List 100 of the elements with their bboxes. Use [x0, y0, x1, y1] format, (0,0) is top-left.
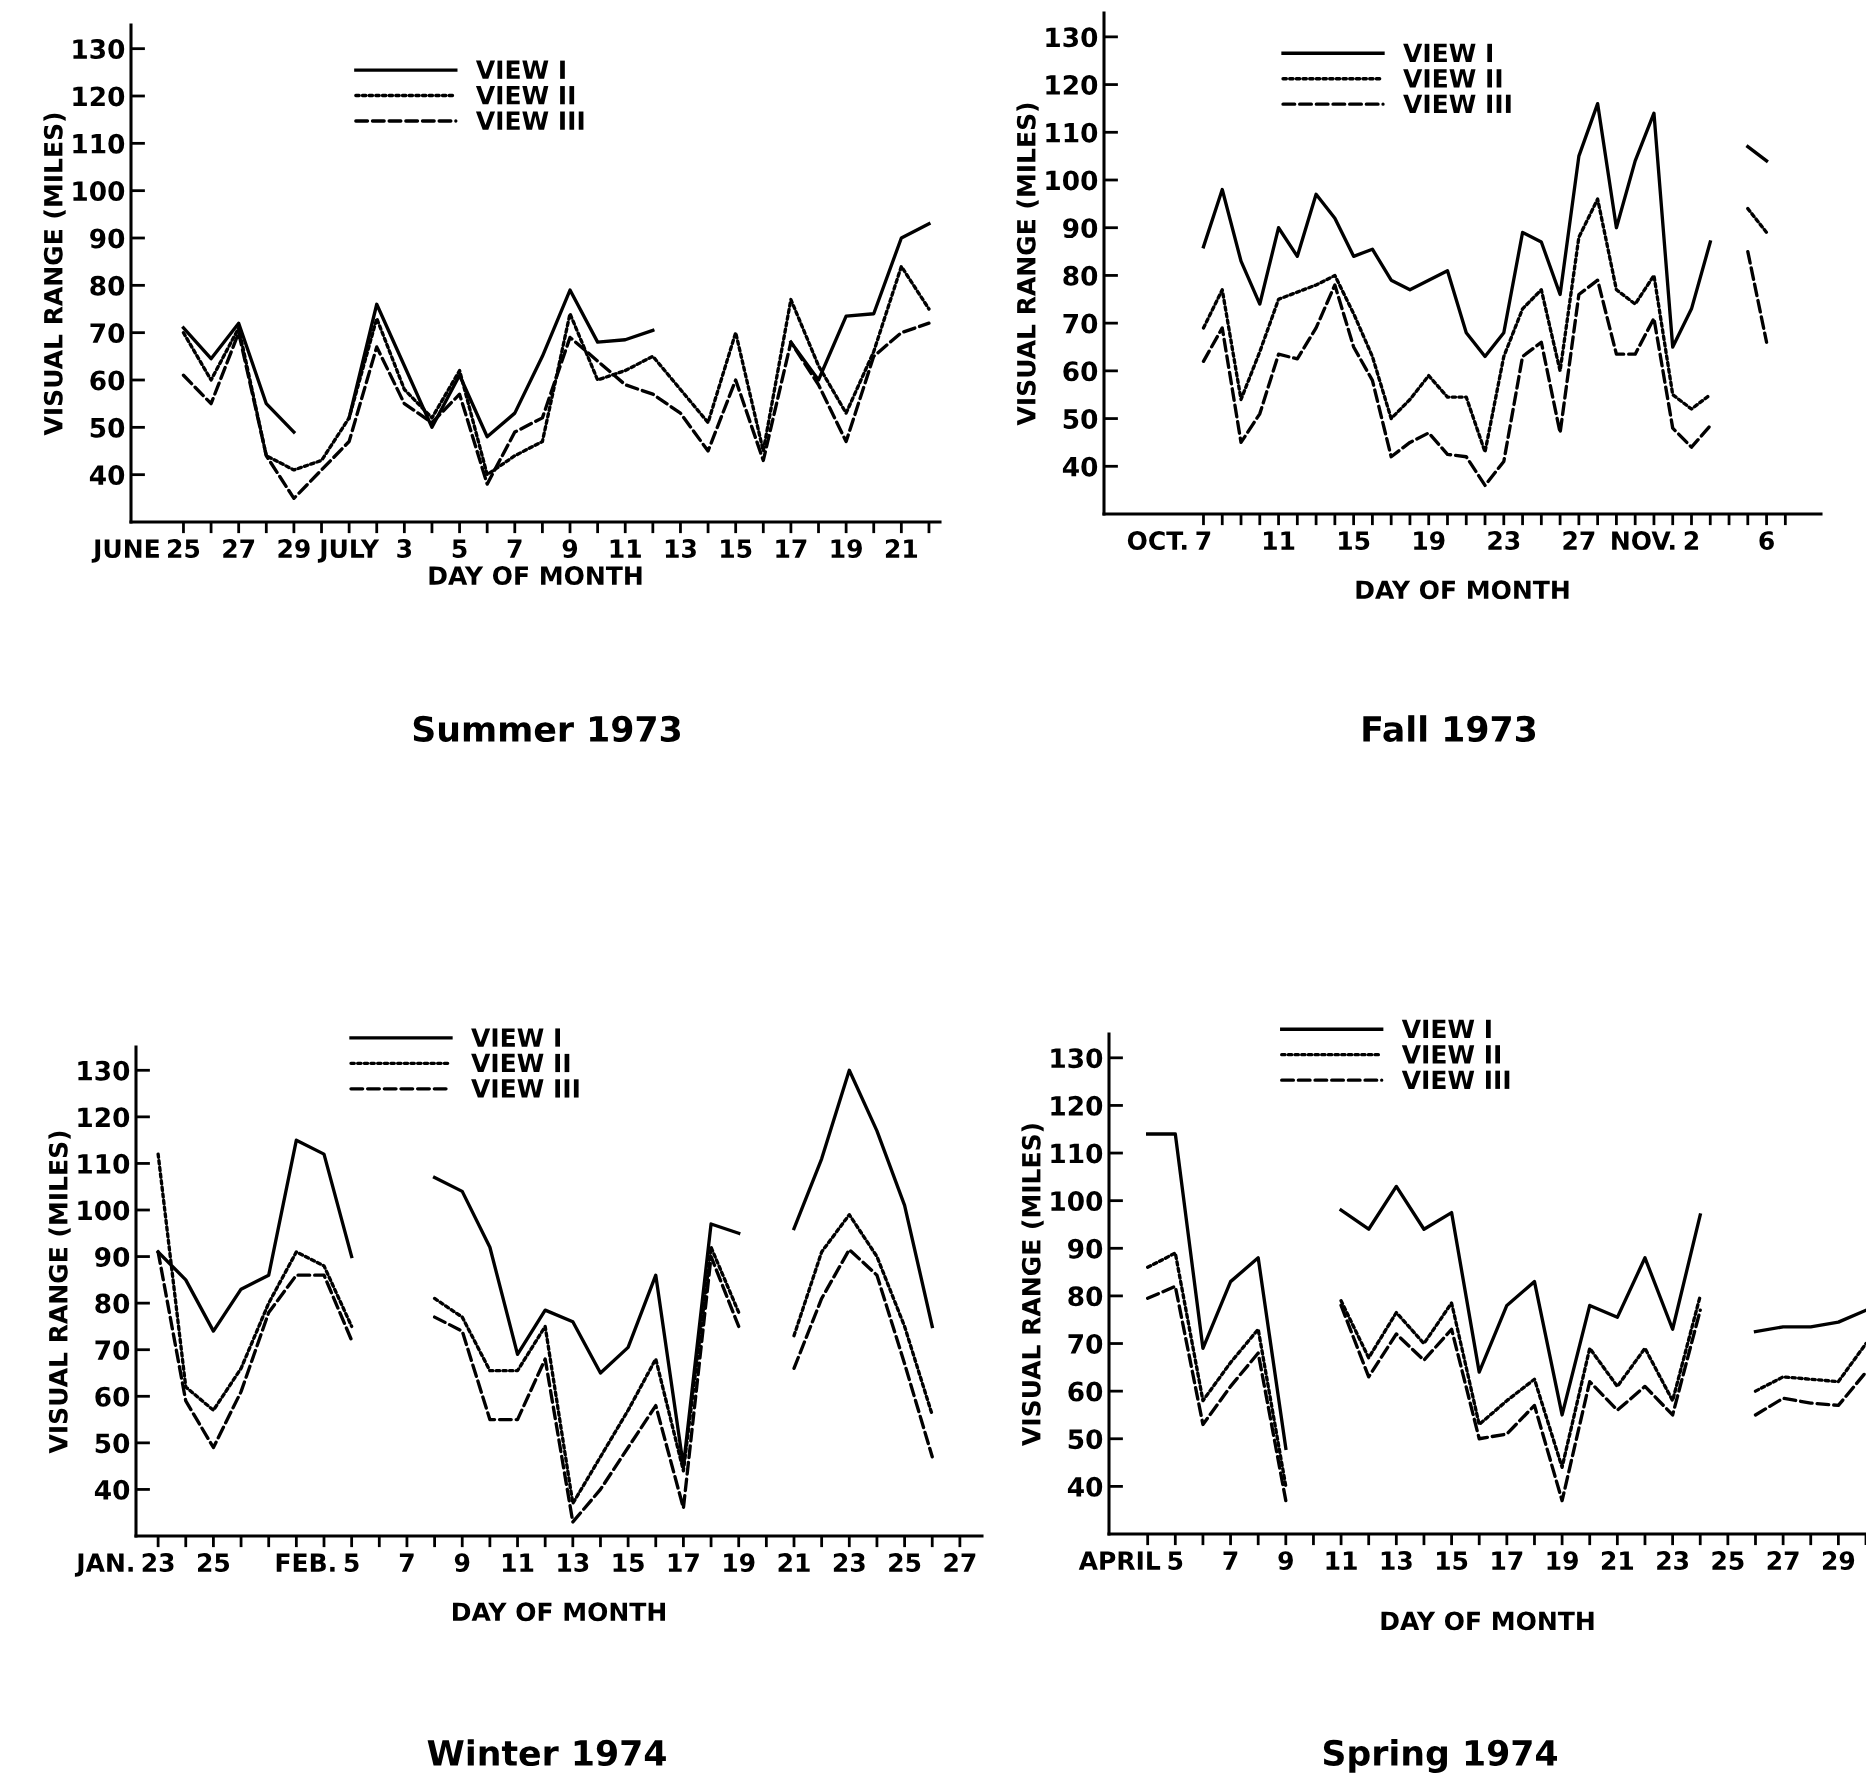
x-tick-label: 23	[1657, 1551, 1689, 1571]
legend-label: VIEW II	[1401, 1045, 1501, 1064]
text: FEB.	[276, 1553, 335, 1572]
x-tick-label: 23	[833, 1553, 865, 1573]
x-tick-label: 13	[558, 1553, 589, 1573]
y-tick-label: 50	[90, 417, 125, 438]
x-axis-title: DAY OF MONTH	[1381, 1611, 1594, 1631]
text: Spring 1974	[1323, 1739, 1557, 1773]
x-tick-label: 15	[1339, 531, 1370, 551]
y-tick-label: 50	[95, 1433, 130, 1454]
x-tick-label: 5	[452, 539, 467, 559]
x-tick-label: 21	[885, 539, 918, 558]
legend-label: VIEW I	[475, 60, 565, 79]
y-tick-label: 70	[1068, 1333, 1103, 1354]
x-tick-label: 11	[610, 539, 641, 558]
x-tick-label: 15	[721, 539, 752, 559]
x-axis-title: DAY OF MONTH	[429, 566, 642, 585]
text: Winter 1974	[427, 1739, 666, 1767]
x-tick-label: 7	[1223, 1551, 1238, 1570]
x-tick-label: 9	[454, 1553, 470, 1573]
x-tick-label: 19	[1414, 531, 1445, 551]
y-tick-label: 70	[1063, 313, 1098, 334]
y-tick-label: 60	[1063, 361, 1098, 382]
legend-label: VIEW I	[1403, 43, 1493, 63]
y-tick-label: 100	[78, 1200, 130, 1221]
x-tick-label: 27	[944, 1553, 976, 1572]
x-tick-label: 13	[665, 539, 696, 559]
text: JUNE	[91, 539, 159, 563]
x-tick-label: 29	[1822, 1551, 1855, 1571]
x-tick-label: 6	[1759, 531, 1774, 551]
y-tick-label: 90	[95, 1247, 130, 1267]
y-tick-label: 90	[1063, 218, 1098, 239]
x-tick-label: 9	[562, 539, 578, 559]
x-tick-label: 29	[278, 539, 310, 559]
x-tick-label: 25	[889, 1553, 921, 1573]
x-tick-label: 19	[1547, 1551, 1578, 1571]
x-tick-label: 15	[1437, 1551, 1468, 1571]
x-tick-label: 19	[831, 539, 862, 559]
y-tick-label: 50	[1063, 409, 1098, 429]
y-tick-label: 50	[1068, 1429, 1103, 1450]
legend-label: VIEW I	[471, 1028, 560, 1047]
x-tick-label: 21	[778, 1553, 810, 1572]
x-axis-title: DAY OF MONTH	[453, 1602, 665, 1622]
y-tick-label: 110	[78, 1153, 130, 1174]
y-axis-title: VISUAL RANGE (MILES)	[43, 113, 66, 436]
legend-label: VIEW III	[471, 1079, 579, 1098]
y-tick-label: 110	[73, 133, 125, 154]
x-tick-label: 7	[399, 1553, 414, 1572]
legend-label: VIEW III	[1401, 1070, 1510, 1089]
x-tick-label: JULY	[317, 539, 380, 563]
y-tick-label: 80	[90, 275, 125, 296]
y-tick-label: 60	[90, 370, 125, 391]
x-tick-label: 19	[724, 1553, 755, 1573]
y-tick-label: 120	[73, 86, 125, 107]
y-tick-label: 80	[95, 1293, 130, 1314]
legend-label: VIEW II	[475, 86, 575, 105]
legend-label: VIEW III	[475, 111, 584, 130]
y-tick-label: 60	[95, 1386, 130, 1407]
x-tick-label: 17	[668, 1553, 699, 1572]
y-tick-label: 130	[73, 39, 125, 60]
x-tick-label: 11	[502, 1553, 534, 1572]
x-tick-label: 25	[197, 1553, 230, 1573]
y-tick-label: 40	[94, 1479, 130, 1500]
y-tick-label: 110	[1046, 122, 1098, 143]
x-tick-label: 17	[1492, 1551, 1523, 1570]
y-tick-label: 130	[78, 1060, 130, 1081]
y-tick-label: 70	[95, 1340, 130, 1361]
x-tick-label: 25	[168, 539, 200, 559]
legend-label: VIEW II	[471, 1053, 570, 1073]
y-tick-label: 100	[73, 181, 125, 202]
y-tick-label: 70	[90, 323, 125, 344]
legend-label: VIEW II	[1403, 69, 1502, 88]
x-tick-label: 11	[1263, 531, 1295, 550]
x-tick-label: 25	[1712, 1551, 1744, 1571]
y-tick-label: 60	[1068, 1381, 1103, 1402]
x-tick-label: 11	[1326, 1551, 1357, 1570]
y-tick-label: 80	[1063, 265, 1098, 286]
y-tick-label: 40	[1062, 456, 1098, 477]
y-tick-label: 120	[1046, 75, 1098, 95]
y-tick-label: 100	[1046, 170, 1098, 191]
y-tick-label: 120	[1051, 1095, 1103, 1116]
y-tick-label: 40	[1067, 1476, 1103, 1497]
x-tick-label: 23	[142, 1553, 174, 1573]
legend-label: VIEW III	[1403, 94, 1511, 113]
x-tick-label: 9	[1278, 1551, 1293, 1571]
x-tick-label: 27	[1767, 1551, 1799, 1570]
x-tick-label: 27	[223, 539, 255, 558]
y-tick-label: 90	[1068, 1238, 1103, 1259]
x-tick-label: 5	[344, 1553, 359, 1573]
text: Fall 1973	[1363, 715, 1536, 743]
text: JAN.	[74, 1553, 133, 1577]
y-tick-label: 80	[1068, 1286, 1103, 1307]
x-tick-label: 2	[1684, 531, 1699, 550]
y-tick-label: 100	[1051, 1191, 1103, 1212]
y-tick-label: 40	[89, 465, 125, 486]
x-tick-label: 17	[776, 539, 807, 558]
text: APRIL	[1078, 1551, 1161, 1570]
y-tick-label: 110	[1051, 1143, 1103, 1164]
x-tick-label: 15	[613, 1553, 644, 1573]
text: OCT.	[1127, 531, 1187, 551]
